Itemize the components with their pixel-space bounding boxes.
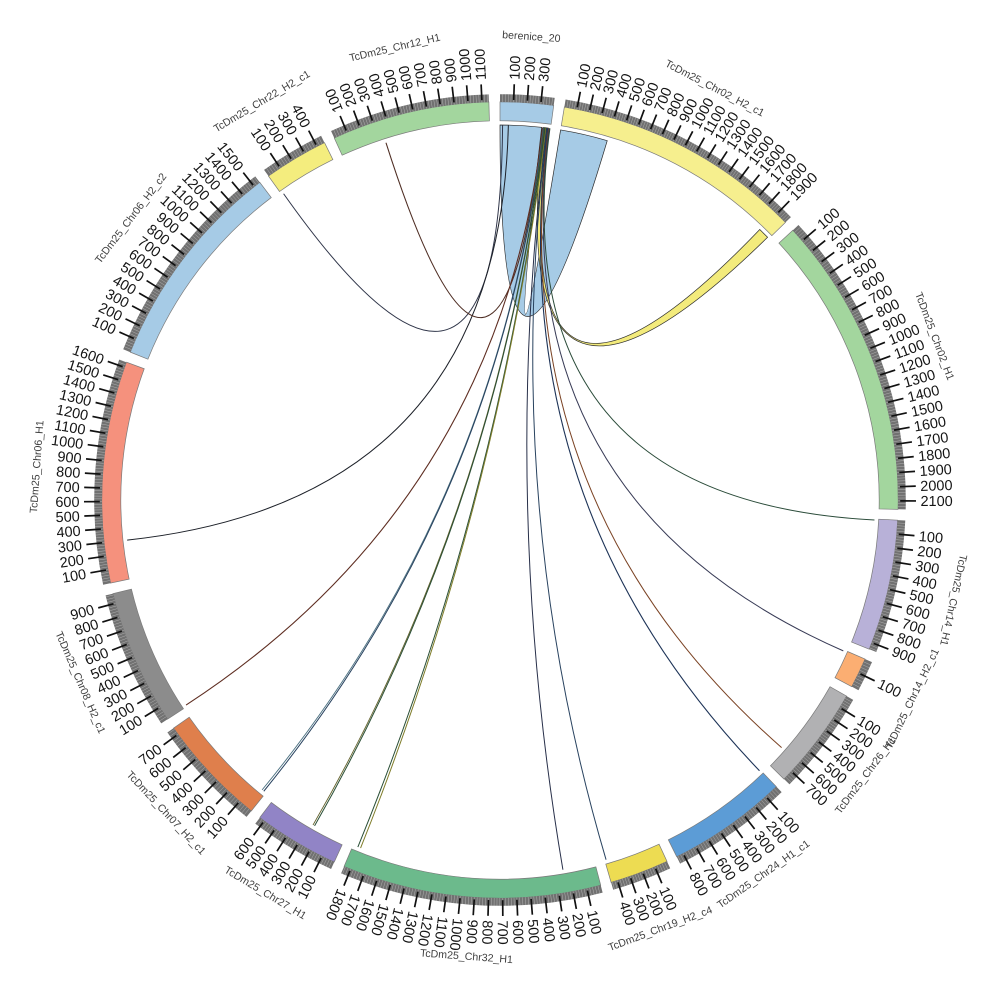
svg-text:400: 400: [366, 71, 388, 99]
svg-text:600: 600: [396, 64, 417, 91]
svg-text:800: 800: [895, 630, 923, 653]
svg-text:200: 200: [522, 56, 540, 81]
svg-text:300: 300: [352, 76, 375, 104]
svg-text:1100: 1100: [473, 48, 490, 80]
svg-text:200: 200: [568, 912, 588, 939]
svg-text:800: 800: [478, 920, 495, 945]
svg-text:1900: 1900: [919, 462, 952, 480]
svg-text:400: 400: [615, 900, 637, 928]
svg-text:100: 100: [583, 909, 604, 936]
svg-text:300: 300: [57, 538, 83, 556]
svg-text:900: 900: [442, 57, 461, 83]
svg-text:700: 700: [411, 61, 431, 88]
svg-text:100: 100: [507, 55, 524, 80]
svg-text:700: 700: [494, 920, 510, 944]
svg-text:200: 200: [337, 81, 360, 109]
svg-text:2100: 2100: [920, 494, 952, 510]
svg-text:300: 300: [601, 68, 623, 95]
svg-text:200: 200: [588, 65, 609, 92]
svg-text:800: 800: [56, 464, 81, 482]
svg-text:300: 300: [914, 558, 940, 578]
svg-text:1200: 1200: [414, 913, 435, 948]
svg-text:500: 500: [626, 76, 649, 104]
svg-text:1500: 1500: [910, 398, 945, 420]
svg-text:200: 200: [916, 544, 942, 563]
svg-text:1000: 1000: [446, 917, 465, 951]
svg-text:600: 600: [639, 80, 662, 108]
svg-text:700: 700: [55, 480, 80, 497]
svg-text:100: 100: [574, 62, 594, 89]
svg-text:700: 700: [900, 616, 928, 638]
svg-text:2000: 2000: [920, 478, 953, 495]
svg-text:1800: 1800: [917, 446, 951, 465]
svg-text:1600: 1600: [913, 414, 948, 435]
svg-text:300: 300: [536, 57, 554, 83]
svg-text:500: 500: [381, 67, 403, 94]
svg-text:900: 900: [462, 919, 480, 944]
svg-text:200: 200: [59, 552, 85, 571]
svg-text:400: 400: [911, 573, 938, 593]
svg-text:1400: 1400: [906, 383, 941, 406]
svg-text:300: 300: [629, 895, 652, 923]
svg-text:600: 600: [904, 602, 932, 624]
svg-text:700: 700: [78, 631, 106, 654]
svg-text:300: 300: [553, 915, 572, 941]
svg-text:100: 100: [61, 567, 88, 587]
svg-text:900: 900: [57, 449, 83, 467]
svg-text:1100: 1100: [430, 915, 450, 948]
svg-text:400: 400: [56, 524, 81, 542]
svg-text:1000: 1000: [457, 48, 476, 81]
svg-text:1700: 1700: [915, 430, 949, 450]
svg-text:100: 100: [918, 529, 943, 547]
svg-text:1300: 1300: [58, 387, 93, 410]
svg-text:400: 400: [614, 72, 636, 100]
svg-text:1000: 1000: [50, 433, 84, 453]
svg-text:500: 500: [908, 588, 935, 609]
svg-text:600: 600: [55, 495, 79, 511]
svg-text:1200: 1200: [55, 402, 90, 424]
svg-text:1400: 1400: [383, 906, 406, 941]
svg-text:400: 400: [539, 917, 558, 943]
svg-text:500: 500: [55, 509, 80, 526]
svg-text:900: 900: [69, 602, 97, 624]
svg-text:500: 500: [524, 919, 542, 944]
svg-text:berenice_20: berenice_20: [502, 29, 561, 45]
svg-text:800: 800: [73, 617, 101, 639]
svg-text:800: 800: [427, 59, 446, 85]
svg-text:600: 600: [509, 920, 526, 945]
svg-text:1100: 1100: [53, 418, 86, 439]
svg-text:1300: 1300: [398, 910, 420, 945]
